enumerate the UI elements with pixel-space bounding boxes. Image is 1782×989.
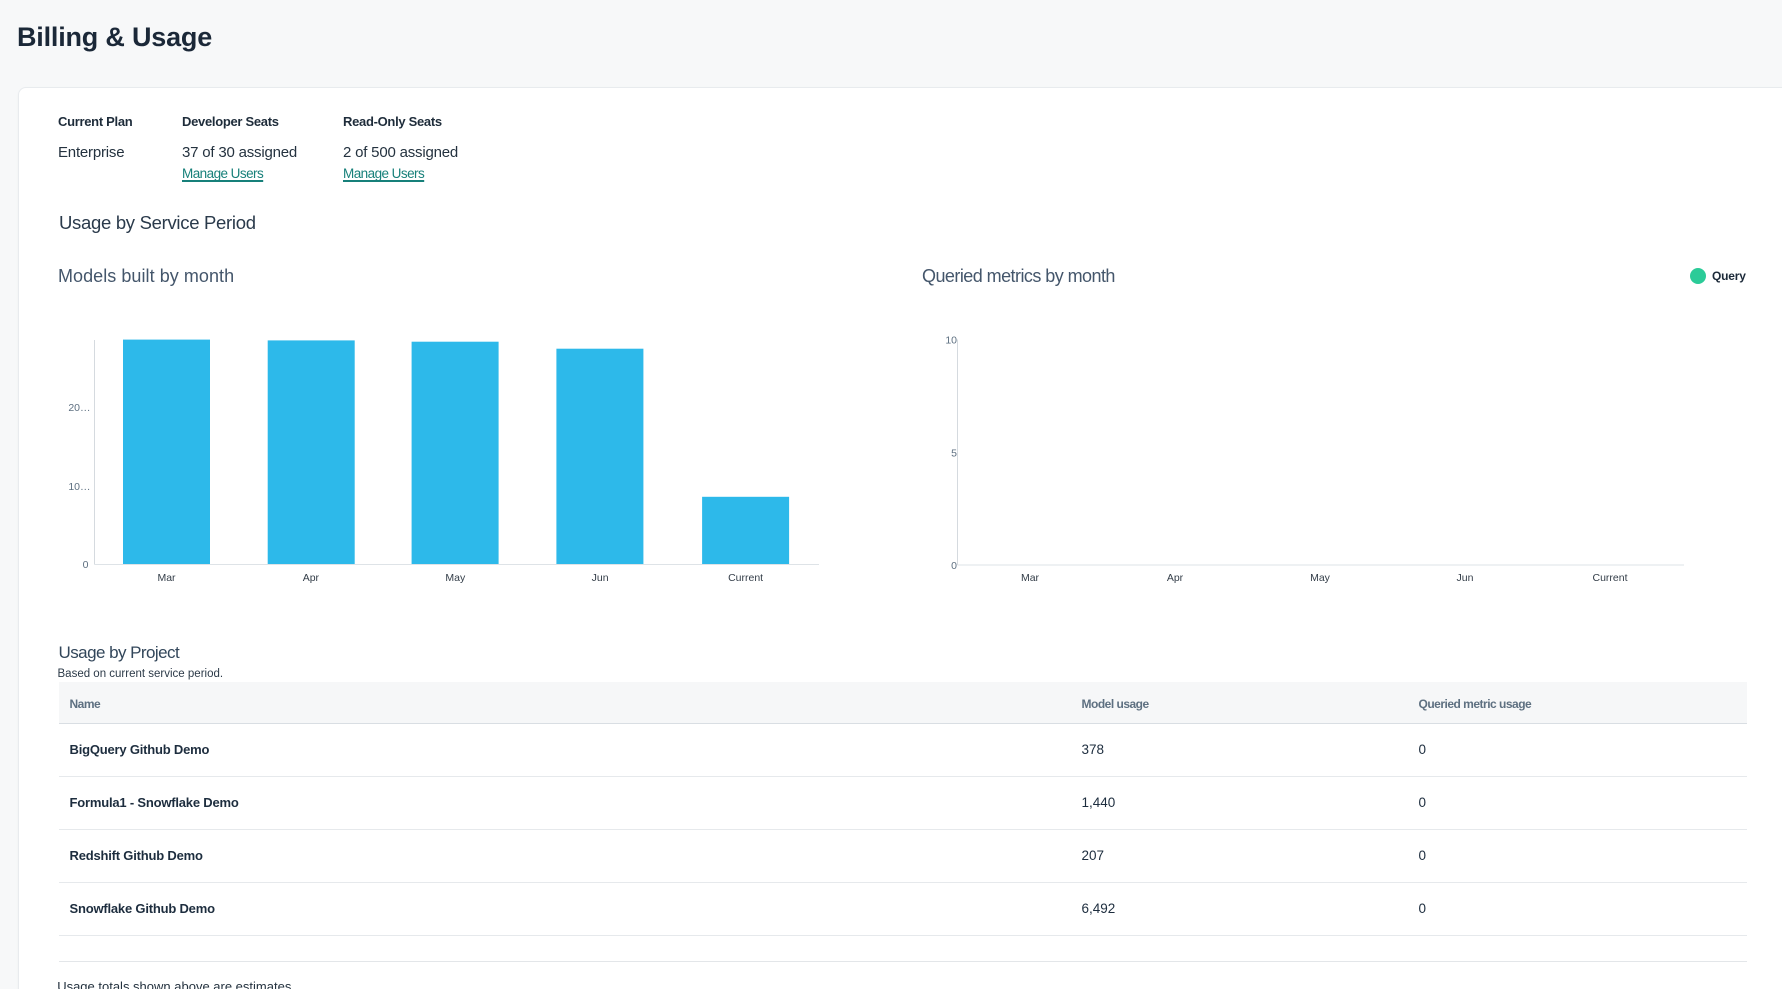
svg-text:Mar: Mar bbox=[157, 572, 176, 584]
svg-text:May: May bbox=[445, 572, 466, 584]
svg-text:20…: 20… bbox=[68, 402, 90, 414]
svg-text:Mar: Mar bbox=[1021, 572, 1040, 584]
svg-text:Apr: Apr bbox=[303, 572, 320, 584]
svg-text:0: 0 bbox=[83, 559, 89, 571]
svg-text:Jun: Jun bbox=[592, 572, 609, 584]
svg-text:10…: 10… bbox=[68, 481, 90, 493]
svg-text:Current: Current bbox=[728, 572, 763, 584]
svg-text:Jun: Jun bbox=[1457, 572, 1474, 584]
svg-text:5: 5 bbox=[951, 447, 957, 459]
svg-text:Apr: Apr bbox=[1167, 572, 1184, 584]
svg-text:May: May bbox=[1310, 572, 1331, 584]
svg-text:0: 0 bbox=[951, 560, 957, 572]
svg-text:Current: Current bbox=[1592, 572, 1627, 584]
svg-text:10: 10 bbox=[945, 334, 957, 346]
